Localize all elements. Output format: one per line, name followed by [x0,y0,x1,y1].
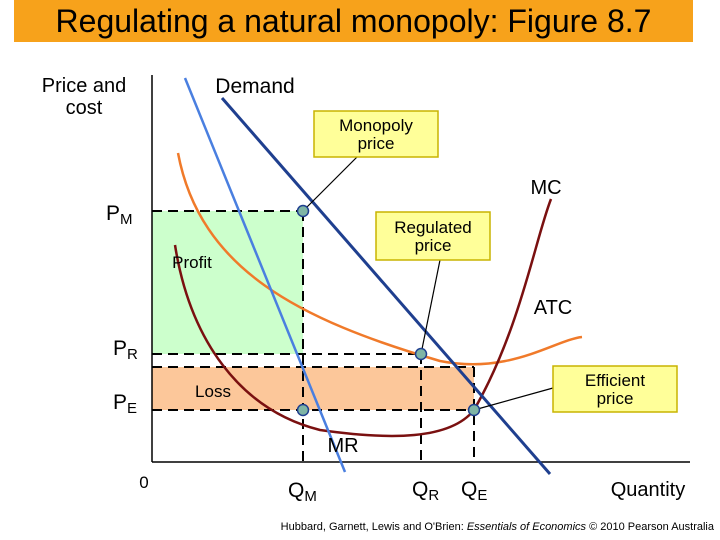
x-tick-qr-sub: R [428,487,439,504]
y-tick-pe-sub: E [127,400,137,417]
x-tick-qe-sub: E [477,487,487,504]
atc-label: ATC [534,297,573,319]
label-line-1: Monopoly [339,116,413,135]
regulated-price-box [375,211,491,261]
label-line-1: Regulated [394,218,472,237]
credit-book: Essentials of Economics [466,521,587,533]
y-tick-pe: PE [113,391,137,417]
label-line-1: Price and [42,75,127,97]
profit-area [152,211,303,354]
label-line-2: price [358,134,395,153]
mr-label: MR [327,435,358,457]
y-tick-pe-main: P [113,391,127,414]
x-tick-qr: QR [412,478,439,504]
y-tick-pr: PR [113,337,138,363]
monopoly-price-label-1: Monopoly price [339,116,413,153]
y-tick-pm-sub: M [120,211,133,228]
y-tick-pm-main: P [106,202,120,225]
y-tick-pm: PM [106,202,133,228]
x-tick-qe: QE [461,478,487,504]
label-line-1: Efficient [585,371,645,390]
loss-label: Loss [195,382,231,401]
origin-label: 0 [139,473,148,492]
profit-label: Profit [172,253,212,272]
monopoly-price-callout: Monopoly price [313,110,439,158]
efficient-price-callout: Efficient price [552,365,678,413]
efficient-price-box [552,365,678,413]
source-credit: Hubbard, Garnett, Lewis and O'Brien: Ess… [0,521,714,533]
atc-curve [176,152,583,366]
regulated-price-label: Regulated price [394,218,472,255]
x-axis-label: Quantity [611,479,685,501]
mc-label: MC [530,177,561,199]
demand-curve [220,97,552,475]
title-bar: Regulating a natural monopoly: Figure 8.… [14,0,693,42]
monopoly-price-pointer [302,156,358,212]
monopoly-price-box [313,110,439,158]
label-line-2: price [597,389,634,408]
efficient-price-pointer [473,387,554,411]
mc-curve [173,198,553,438]
credit-authors: Hubbard, Garnett, Lewis and O'Brien: [280,521,467,533]
y-tick-pr-main: P [113,337,127,360]
demand-label: Demand [215,75,294,98]
x-tick-qr-main: Q [412,478,428,501]
credit-rest: © 2010 Pearson Australia [586,521,714,533]
chart-title: Regulating a natural monopoly: Figure 8.… [55,3,652,39]
x-tick-qm-main: Q [288,479,304,502]
efficient-price-label: Efficient price [585,371,645,408]
mr-point [296,403,310,417]
monopoly-point [296,204,310,218]
y-tick-pr-sub: R [127,346,138,363]
efficient-point [467,403,481,417]
label-line-2: cost [66,97,103,119]
regulated-point [414,347,428,361]
x-tick-qm-sub: M [304,488,317,505]
y-axis-label: Price and cost [42,75,127,119]
regulated-price-callout: Regulated price [375,211,491,261]
x-tick-qe-main: Q [461,478,477,501]
x-tick-qm: QM [288,479,317,505]
mr-curve [183,77,347,473]
regulated-price-pointer [420,259,441,355]
label-line-2: price [415,236,452,255]
guide-lines [152,210,475,462]
